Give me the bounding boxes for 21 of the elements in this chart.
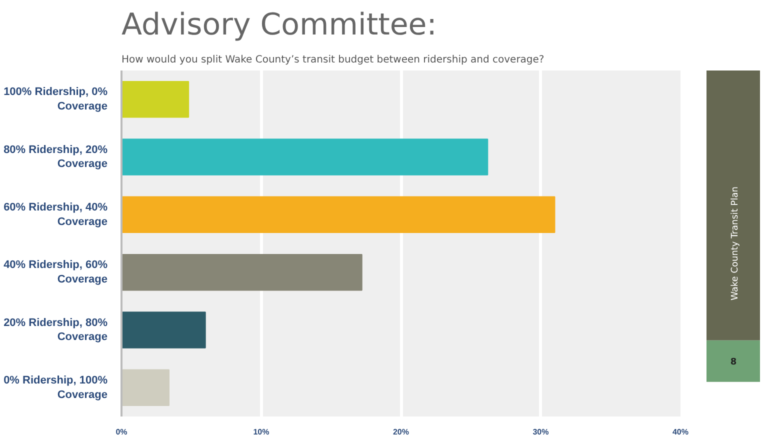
- chart-title: Advisory Committee:: [122, 8, 437, 42]
- bar: [122, 80, 190, 118]
- y-tick-label: 0% Ridership, 100% Coverage: [4, 374, 108, 401]
- x-tick-label: 40%: [672, 428, 689, 436]
- y-tick-label: 80% Ridership, 20% Coverage: [4, 144, 108, 170]
- text: Wake County Transit Plan: [730, 186, 740, 300]
- x-tick-label: 10%: [253, 428, 270, 436]
- bar: [122, 369, 170, 406]
- y-tick-label: 40% Ridership, 60% Coverage: [4, 259, 108, 286]
- bar: [122, 196, 556, 234]
- x-tick-label: 0%: [116, 428, 128, 436]
- chart-subtitle: How would you split Wake County’s transit budget between ridership and coverage?: [122, 54, 544, 66]
- bar: [122, 138, 488, 176]
- y-tick-label: 60% Ridership, 40% Coverage: [4, 201, 108, 228]
- x-tick-label: 20%: [392, 428, 410, 436]
- bar: [122, 312, 206, 348]
- y-tick-label: 100% Ridership, 0% Coverage: [4, 86, 108, 113]
- y-tick-label: 20% Ridership, 80% Coverage: [4, 316, 108, 344]
- text: 8: [730, 358, 737, 368]
- bar: [122, 254, 362, 291]
- x-tick-label: 30%: [532, 428, 549, 436]
